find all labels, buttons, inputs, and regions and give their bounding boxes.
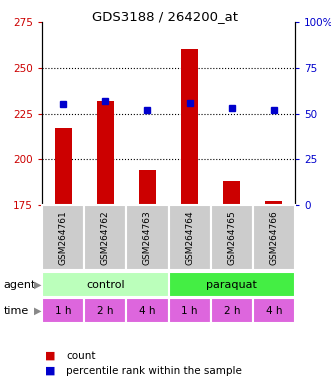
- Text: GDS3188 / 264200_at: GDS3188 / 264200_at: [92, 10, 239, 23]
- Text: GSM264763: GSM264763: [143, 210, 152, 265]
- Text: 4 h: 4 h: [266, 306, 282, 316]
- Bar: [126, 205, 168, 270]
- Bar: [84, 298, 126, 323]
- Bar: [211, 205, 253, 270]
- Text: paraquat: paraquat: [206, 280, 257, 290]
- Bar: [223, 181, 240, 205]
- Bar: [168, 272, 295, 297]
- Bar: [126, 298, 168, 323]
- Text: GSM264762: GSM264762: [101, 210, 110, 265]
- Text: 4 h: 4 h: [139, 306, 156, 316]
- Text: agent: agent: [3, 280, 36, 290]
- Text: count: count: [66, 351, 96, 361]
- Text: GSM264766: GSM264766: [269, 210, 278, 265]
- Bar: [253, 205, 295, 270]
- Text: ■: ■: [45, 366, 55, 376]
- Bar: [211, 298, 253, 323]
- Bar: [97, 101, 114, 205]
- Bar: [42, 205, 84, 270]
- Text: 1 h: 1 h: [181, 306, 198, 316]
- Text: ■: ■: [45, 351, 55, 361]
- Text: 2 h: 2 h: [223, 306, 240, 316]
- Bar: [168, 205, 211, 270]
- Bar: [84, 205, 126, 270]
- Text: GSM264764: GSM264764: [185, 210, 194, 265]
- Bar: [42, 298, 84, 323]
- Bar: [42, 272, 168, 297]
- Bar: [139, 170, 156, 205]
- Bar: [181, 50, 198, 205]
- Bar: [55, 128, 71, 205]
- Text: 1 h: 1 h: [55, 306, 71, 316]
- Bar: [253, 298, 295, 323]
- Text: time: time: [3, 306, 28, 316]
- Text: percentile rank within the sample: percentile rank within the sample: [66, 366, 242, 376]
- Bar: [265, 201, 282, 205]
- Text: GSM264765: GSM264765: [227, 210, 236, 265]
- Text: control: control: [86, 280, 124, 290]
- Text: 2 h: 2 h: [97, 306, 114, 316]
- Text: ▶: ▶: [34, 280, 42, 290]
- Bar: [168, 298, 211, 323]
- Text: GSM264761: GSM264761: [59, 210, 68, 265]
- Text: ▶: ▶: [34, 306, 42, 316]
